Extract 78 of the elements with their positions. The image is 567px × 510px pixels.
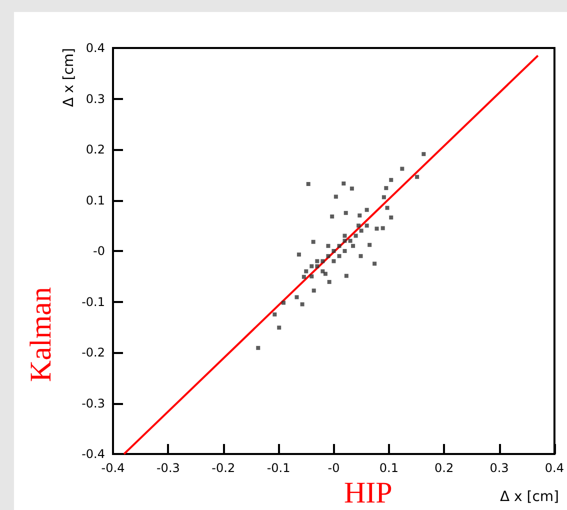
x-tick-label: -0.1 [266, 461, 290, 475]
point [315, 264, 320, 268]
point [272, 312, 277, 316]
point [326, 244, 330, 248]
point [320, 259, 325, 264]
point [310, 274, 314, 278]
point [415, 174, 420, 179]
point [256, 346, 260, 350]
point [312, 288, 316, 293]
point [310, 264, 314, 268]
point [342, 238, 347, 243]
point [282, 300, 286, 305]
point [351, 244, 356, 248]
point [374, 226, 379, 231]
point [364, 224, 369, 228]
y-axis-title: Δ x [cm] [61, 48, 77, 108]
x-tick-label: -0 [328, 461, 340, 475]
point [330, 214, 334, 218]
point [332, 259, 336, 264]
point [400, 166, 404, 171]
point [372, 262, 377, 266]
point [300, 302, 304, 306]
point [277, 326, 282, 330]
point [422, 152, 426, 156]
y-tick-label: 0.4 [86, 41, 105, 55]
point [356, 224, 361, 228]
point [358, 254, 363, 258]
y-tick-label: 0.1 [86, 193, 105, 208]
point [348, 238, 352, 243]
x-tick-label: 0.2 [434, 461, 454, 475]
text: HIP [344, 476, 392, 510]
x-axis-title: Δ x [cm] [500, 489, 560, 505]
x-tick-label: 0.1 [379, 461, 398, 475]
point [382, 195, 386, 200]
point [342, 234, 347, 238]
point [337, 244, 342, 248]
point [311, 240, 316, 244]
x-tick-label: -0.3 [156, 461, 180, 475]
point [389, 178, 394, 182]
point [368, 242, 372, 247]
point [296, 252, 301, 257]
point [315, 259, 320, 264]
point [358, 213, 362, 218]
y-tick-label: -0 [93, 244, 105, 258]
point [359, 228, 364, 233]
point [323, 272, 328, 276]
point [306, 182, 310, 186]
y-tick-label: 0.3 [86, 92, 105, 106]
x-tick-label: 0.4 [544, 461, 564, 475]
point [389, 216, 394, 220]
x-tick-label: -0.4 [101, 461, 125, 475]
point [334, 194, 338, 199]
point [364, 208, 369, 212]
point [342, 182, 346, 186]
point [327, 280, 332, 284]
y-tick-label: -0.4 [82, 447, 105, 461]
point [332, 249, 336, 253]
point [350, 186, 354, 191]
point [326, 254, 330, 258]
point [384, 186, 388, 190]
point [380, 226, 385, 230]
y-tick-label: -0.3 [82, 396, 105, 410]
point [344, 210, 348, 215]
y-tick-label: 0.2 [86, 142, 105, 156]
x-tick-label: 0.3 [490, 461, 509, 475]
point [342, 249, 347, 253]
x-tick-label: -0.2 [212, 461, 236, 475]
y-tick-label: -0.2 [82, 346, 105, 360]
point [294, 295, 299, 300]
point [304, 269, 308, 274]
point [337, 254, 342, 258]
text: Kalman [24, 286, 58, 382]
point [302, 274, 306, 279]
y-tick-label: -0.1 [82, 294, 105, 309]
point [354, 234, 358, 238]
point [344, 274, 348, 278]
point [320, 269, 325, 274]
point [385, 206, 390, 210]
